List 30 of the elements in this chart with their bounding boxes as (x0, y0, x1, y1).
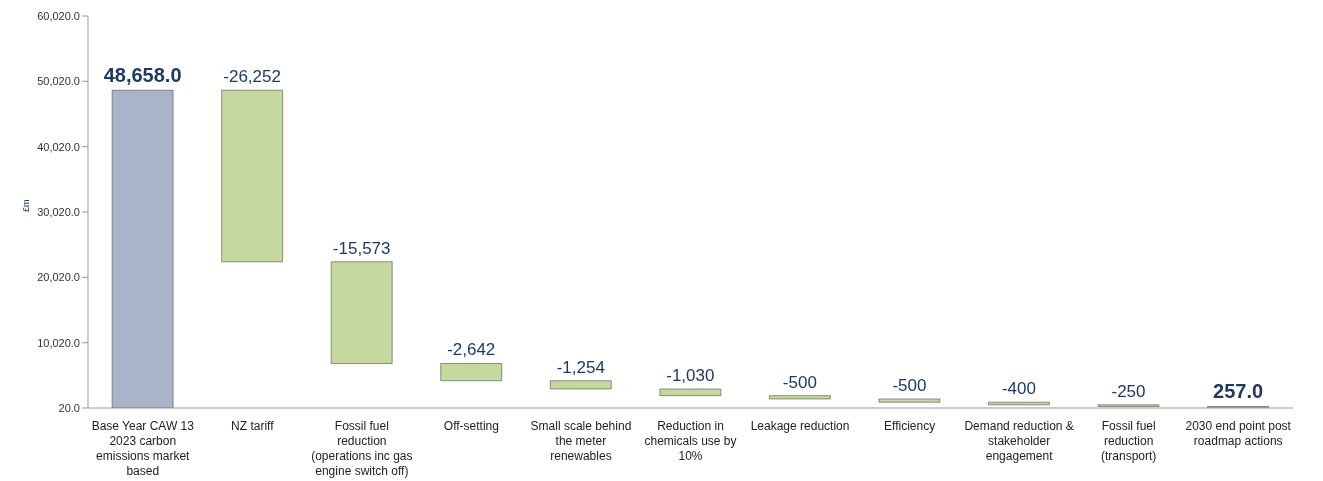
x-tick-label: Efficiency (884, 419, 936, 433)
data-label: -500 (782, 372, 817, 392)
y-tick-label: 50,020.0 (37, 75, 80, 88)
data-label: -26,252 (223, 67, 281, 87)
y-tick-label: 20.0 (58, 401, 80, 414)
data-label: 257.0 (1213, 380, 1264, 403)
data-label: 48,658.0 (103, 64, 182, 87)
x-tick-label: Base Year CAW 13 2023 carbon emissions market based (91, 419, 195, 478)
y-tick-label: 20,020.0 (37, 271, 80, 284)
data-label: -500 (892, 375, 927, 395)
data-label: -2,642 (447, 340, 496, 360)
x-tick-label: Fossil fuel reduction (operations inc gas engine switch off) (311, 419, 413, 478)
x-tick-label: 2030 end point post roadmap actions (1185, 419, 1292, 448)
y-axis-title: £m (21, 199, 32, 212)
x-tick-label: NZ tariff (231, 419, 275, 433)
x-tick-label: Reduction in chemicals use by 10% (644, 419, 737, 463)
y-tick-label: 10,020.0 (37, 336, 80, 349)
data-label: -250 (1111, 381, 1146, 401)
data-label: -15,573 (332, 238, 391, 258)
x-tick-label: Off-setting (443, 419, 499, 433)
y-tick-label: 40,020.0 (37, 140, 80, 153)
x-tick-label: Fossil fuel reduction (transport) (1101, 419, 1157, 463)
y-tick-label: 60,020.0 (37, 9, 80, 22)
x-tick-label: Small scale behind the meter renewables (530, 419, 632, 463)
data-label: -1,254 (556, 357, 605, 377)
x-tick-label: Leakage reduction (750, 419, 850, 433)
data-label: -400 (1001, 379, 1036, 399)
x-tick-label: Demand reduction & stakeholder engagement (964, 419, 1074, 463)
y-tick-label: 30,020.0 (37, 205, 80, 218)
data-label: -1,030 (666, 365, 715, 385)
